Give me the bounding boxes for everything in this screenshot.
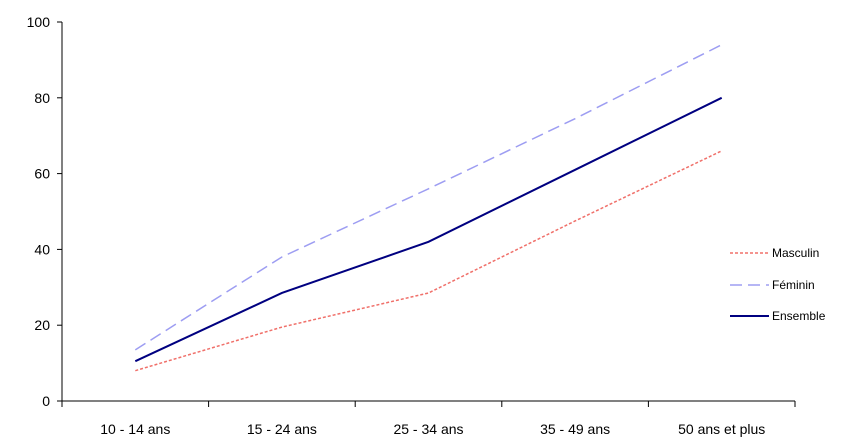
x-tick-label: 35 - 49 ans bbox=[540, 421, 610, 437]
legend: Masculin Féminin Ensemble bbox=[730, 246, 826, 323]
x-tick-label: 15 - 24 ans bbox=[247, 421, 317, 437]
series-line-ensemble bbox=[134, 96, 723, 363]
legend-label: Féminin bbox=[772, 278, 815, 292]
series-line-f-minin bbox=[134, 44, 723, 351]
y-tick-label: 80 bbox=[34, 90, 50, 106]
legend-label: Ensemble bbox=[772, 309, 826, 323]
x-tick-label: 25 - 34 ans bbox=[393, 421, 463, 437]
y-tick-label: 100 bbox=[27, 14, 51, 30]
x-tick-label: 10 - 14 ans bbox=[100, 421, 170, 437]
y-tick-label: 40 bbox=[34, 241, 50, 257]
axes: 0 20 40 60 80 100 10 - 14 ans 15 - 24 ans 25 - 3… bbox=[27, 14, 796, 437]
series-line-masculin bbox=[135, 150, 723, 372]
y-tick-label: 20 bbox=[34, 317, 50, 333]
x-tick-label: 50 ans et plus bbox=[678, 421, 765, 437]
legend-label: Masculin bbox=[772, 246, 819, 260]
y-tick-label: 0 bbox=[42, 393, 50, 409]
series-layer bbox=[134, 44, 723, 372]
y-tick-label: 60 bbox=[34, 166, 50, 182]
